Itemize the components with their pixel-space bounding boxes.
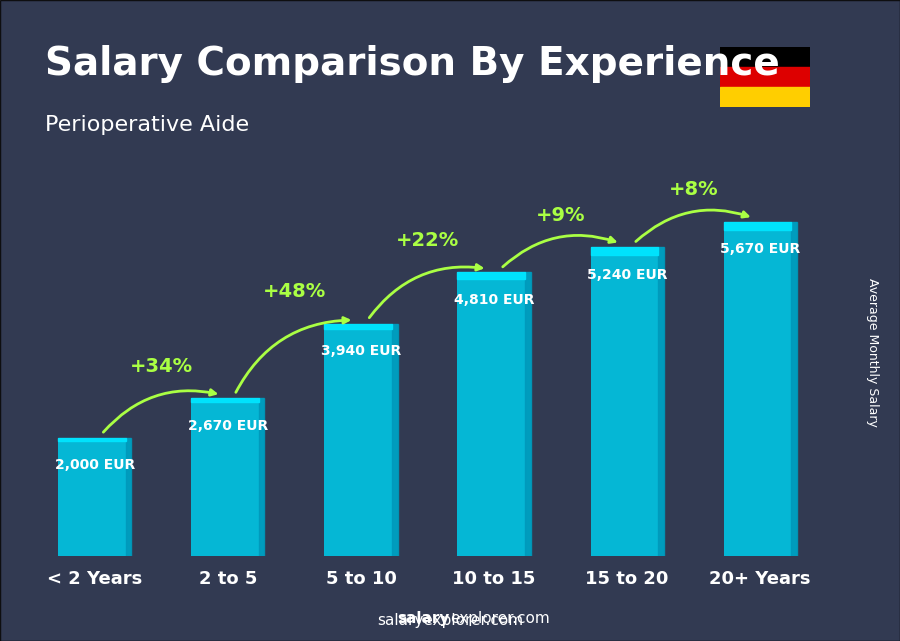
Bar (192, 398, 258, 403)
Bar (724, 222, 796, 556)
Bar (126, 438, 131, 556)
Text: 5,240 EUR: 5,240 EUR (587, 267, 667, 281)
Bar (58, 438, 131, 556)
Text: +8%: +8% (669, 180, 718, 199)
Bar (324, 324, 398, 556)
Bar (392, 324, 398, 556)
Text: salaryexplorer.com: salaryexplorer.com (377, 613, 523, 628)
Text: +22%: +22% (396, 231, 459, 250)
Text: +9%: +9% (536, 206, 585, 224)
Text: Average Monthly Salary: Average Monthly Salary (867, 278, 879, 427)
Bar (720, 67, 810, 87)
Bar (258, 398, 265, 556)
Text: 2,000 EUR: 2,000 EUR (55, 458, 135, 472)
Text: +34%: +34% (130, 357, 193, 376)
Bar (724, 222, 791, 230)
Bar (192, 398, 265, 556)
Bar (720, 47, 810, 67)
Text: 2,670 EUR: 2,670 EUR (188, 419, 268, 433)
Bar (791, 222, 796, 556)
Text: Salary Comparison By Experience: Salary Comparison By Experience (45, 45, 779, 83)
Text: +48%: +48% (263, 282, 326, 301)
Text: Perioperative Aide: Perioperative Aide (45, 115, 249, 135)
Bar (590, 247, 663, 556)
Text: explorer.com: explorer.com (450, 611, 550, 626)
Bar (525, 272, 531, 556)
Bar (658, 247, 663, 556)
Bar (324, 324, 392, 329)
Text: salary: salary (398, 611, 450, 626)
Bar (590, 247, 658, 254)
Text: 5,670 EUR: 5,670 EUR (720, 242, 800, 256)
Bar (720, 87, 810, 107)
Bar (457, 272, 525, 279)
Text: 3,940 EUR: 3,940 EUR (320, 344, 401, 358)
Bar (457, 272, 531, 556)
Bar (58, 438, 126, 441)
Text: 4,810 EUR: 4,810 EUR (454, 293, 535, 307)
